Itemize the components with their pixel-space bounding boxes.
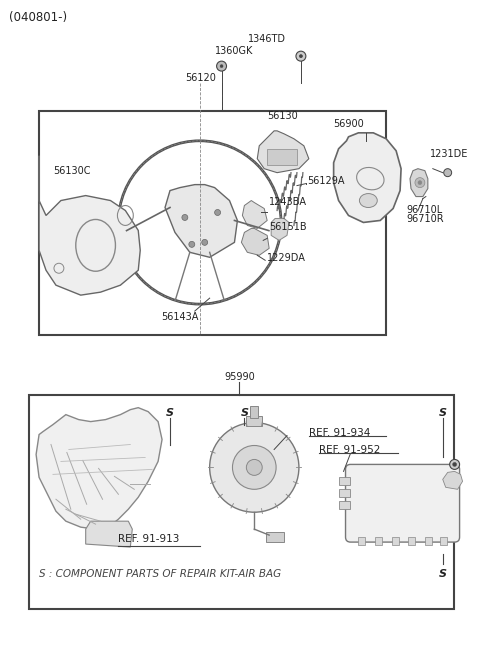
Text: S: S [166, 407, 174, 418]
Text: S: S [240, 407, 248, 418]
Text: 95990: 95990 [224, 372, 255, 382]
Text: S: S [439, 569, 447, 579]
Text: 56129A: 56129A [307, 176, 344, 185]
Bar [266, 532, 284, 542]
Circle shape [415, 178, 425, 187]
Circle shape [210, 422, 299, 512]
Polygon shape [241, 229, 269, 255]
Circle shape [450, 459, 459, 470]
Bar [440, 537, 447, 545]
Circle shape [202, 239, 208, 246]
Circle shape [300, 54, 302, 58]
Bar [338, 489, 350, 497]
Text: (040801-): (040801-) [9, 11, 68, 24]
Polygon shape [443, 472, 463, 489]
Text: 56900: 56900 [333, 119, 364, 129]
Circle shape [453, 462, 456, 466]
Text: REF. 91-913: REF. 91-913 [119, 534, 180, 544]
Circle shape [418, 181, 422, 185]
Circle shape [296, 51, 306, 61]
Circle shape [220, 65, 223, 67]
Circle shape [182, 214, 188, 221]
Text: 96710R: 96710R [406, 214, 444, 225]
Bar [267, 149, 297, 164]
Text: 56130: 56130 [267, 111, 298, 121]
Text: 56120: 56120 [185, 73, 216, 83]
FancyBboxPatch shape [346, 464, 459, 542]
Text: REF. 91-952: REF. 91-952 [319, 445, 380, 455]
Bar [29, 395, 454, 608]
Text: 56151B: 56151B [269, 223, 307, 233]
Text: 1346TD: 1346TD [248, 34, 286, 44]
Circle shape [189, 241, 195, 248]
Bar [425, 537, 432, 545]
Polygon shape [334, 133, 401, 223]
Circle shape [444, 169, 452, 177]
Bar [375, 537, 382, 545]
Text: 1360GK: 1360GK [215, 46, 253, 56]
Text: 1231DE: 1231DE [430, 149, 468, 159]
Polygon shape [410, 169, 428, 196]
Ellipse shape [360, 194, 377, 208]
Bar [338, 501, 350, 509]
Bar [338, 477, 350, 485]
Text: 1243BA: 1243BA [269, 196, 307, 206]
Text: 1229DA: 1229DA [267, 253, 306, 263]
Polygon shape [271, 219, 289, 240]
Circle shape [215, 210, 221, 215]
Polygon shape [39, 156, 140, 295]
Text: 56130C: 56130C [53, 166, 90, 176]
Bar [246, 416, 262, 426]
Bar [39, 111, 386, 335]
Text: S : COMPONENT PARTS OF REPAIR KIT-AIR BAG: S : COMPONENT PARTS OF REPAIR KIT-AIR BA… [39, 569, 281, 579]
Polygon shape [242, 200, 267, 229]
Bar [359, 537, 365, 545]
Circle shape [246, 459, 262, 476]
Bar [251, 405, 258, 418]
Polygon shape [86, 521, 132, 547]
Circle shape [216, 61, 227, 71]
Bar [392, 537, 399, 545]
Text: 96710L: 96710L [406, 204, 442, 215]
Polygon shape [165, 185, 238, 257]
Polygon shape [36, 407, 162, 529]
Text: 56143A: 56143A [161, 312, 199, 322]
Circle shape [232, 445, 276, 489]
Text: S: S [439, 407, 447, 418]
Text: REF. 91-934: REF. 91-934 [309, 428, 370, 438]
Bar [408, 537, 415, 545]
Polygon shape [257, 131, 309, 173]
